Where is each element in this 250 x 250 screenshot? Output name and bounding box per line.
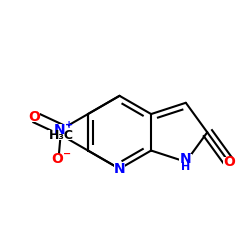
Text: O: O xyxy=(29,110,40,124)
Text: +: + xyxy=(65,120,73,130)
Text: O: O xyxy=(223,155,235,169)
Bar xyxy=(52,154,66,164)
Text: H₃C: H₃C xyxy=(48,128,74,141)
Text: N: N xyxy=(114,162,125,176)
Text: H: H xyxy=(181,162,190,172)
Bar xyxy=(223,157,234,167)
Bar xyxy=(30,112,40,122)
Text: N: N xyxy=(180,152,192,166)
Bar xyxy=(180,154,192,170)
Bar xyxy=(114,164,125,174)
Text: O: O xyxy=(51,152,63,166)
Text: N: N xyxy=(54,122,65,136)
Text: −: − xyxy=(62,149,70,159)
Bar xyxy=(48,130,74,140)
Bar xyxy=(54,124,68,135)
